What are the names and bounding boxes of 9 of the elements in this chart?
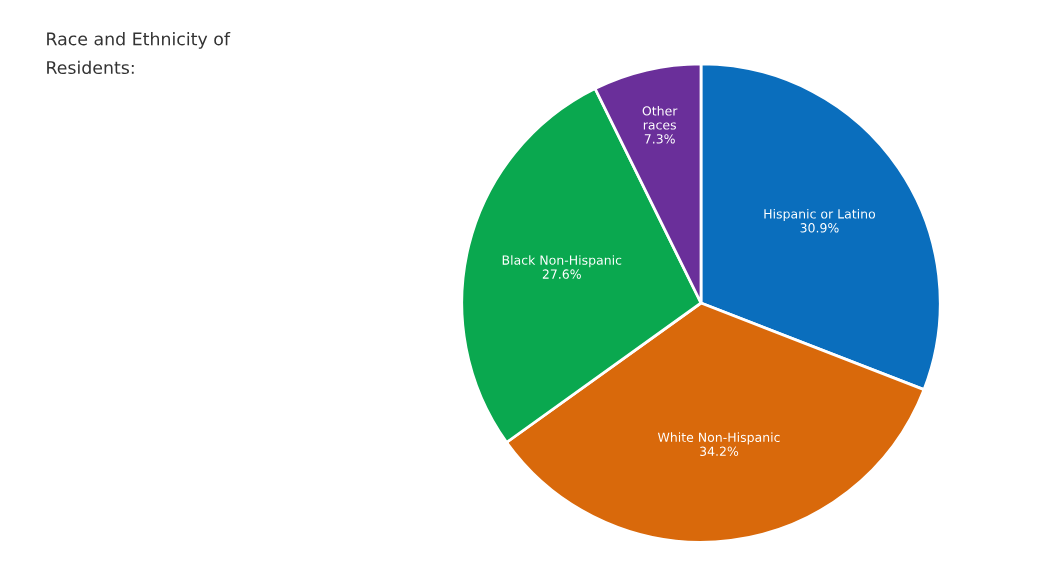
data-label: 30.9%: [800, 223, 839, 233]
data-label: 27.6%: [542, 269, 581, 279]
data-label: 7.3%: [644, 134, 675, 144]
slice-label: White Non-Hispanic: [657, 432, 780, 445]
data-label: 34.2%: [700, 446, 739, 457]
slice-label: Hispanic or Latino: [764, 208, 876, 221]
slice-label: Other races: [642, 105, 678, 130]
slice-label: Black Non-Hispanic: [502, 255, 622, 268]
text: Race and Ethnicity of Residents:: [47, 32, 231, 75]
